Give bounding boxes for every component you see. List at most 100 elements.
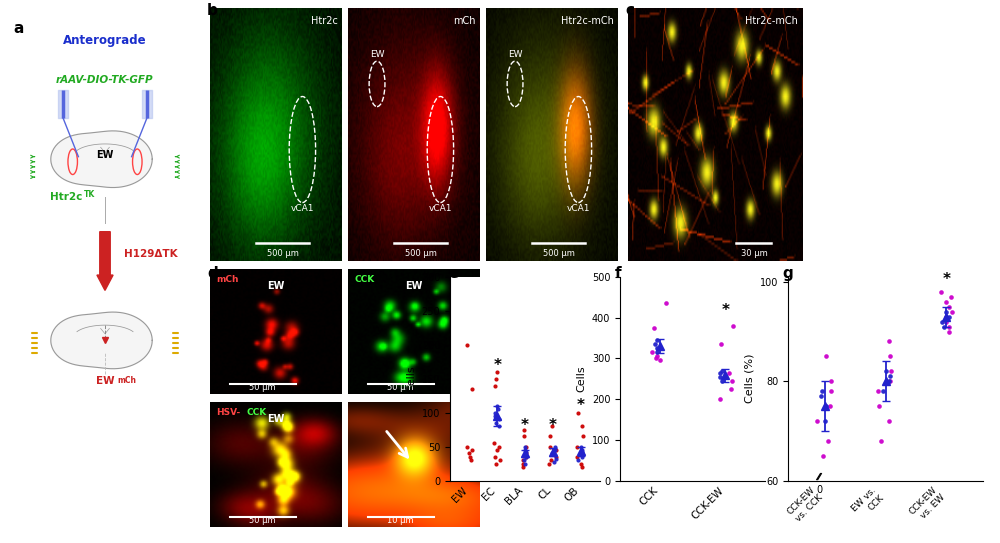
- Point: [714, 366, 730, 375]
- Text: 0: 0: [816, 484, 822, 495]
- FancyArrow shape: [97, 232, 113, 291]
- Text: 30 μm: 30 μm: [741, 249, 767, 258]
- Text: CCK: CCK: [247, 408, 267, 417]
- Point: [517, 442, 533, 451]
- Point: [518, 452, 534, 461]
- Point: [574, 452, 590, 461]
- Point: [488, 419, 504, 427]
- Text: vCA1: vCA1: [429, 204, 452, 213]
- Point: [573, 442, 589, 451]
- Point: [517, 446, 533, 454]
- Text: 500 μm: 500 μm: [405, 249, 437, 258]
- Point: [516, 432, 532, 441]
- Point: [723, 384, 739, 393]
- Point: [649, 336, 665, 344]
- Point: [570, 456, 586, 464]
- Point: [814, 387, 830, 395]
- Point: [882, 372, 898, 381]
- Point: [491, 422, 507, 431]
- Text: 50 μm: 50 μm: [249, 383, 276, 393]
- Text: mCh: mCh: [117, 376, 136, 385]
- Point: [809, 416, 825, 425]
- Y-axis label: Cells: Cells: [576, 365, 586, 392]
- Point: [875, 387, 891, 395]
- Text: Htr2c: Htr2c: [311, 16, 338, 26]
- Point: [490, 405, 506, 414]
- Text: c: c: [625, 3, 634, 18]
- Point: [459, 442, 475, 451]
- Polygon shape: [51, 131, 152, 187]
- Point: [548, 446, 564, 454]
- Point: [658, 299, 674, 308]
- Point: [646, 324, 662, 332]
- Point: [938, 298, 954, 306]
- Point: [882, 352, 898, 361]
- Point: [871, 402, 887, 411]
- Point: [823, 377, 839, 386]
- Point: [491, 415, 507, 424]
- Point: [941, 312, 957, 321]
- Point: [647, 340, 663, 349]
- Text: Htr2c: Htr2c: [50, 192, 82, 202]
- Point: [517, 459, 533, 468]
- Y-axis label: Cells (%): Cells (%): [744, 354, 754, 403]
- Point: [491, 442, 507, 451]
- Point: [873, 437, 889, 445]
- Point: [881, 416, 897, 425]
- Point: [938, 317, 954, 326]
- Text: *: *: [942, 272, 950, 287]
- Point: [574, 447, 590, 456]
- Point: [648, 354, 664, 363]
- Point: [569, 442, 585, 451]
- Text: 50 μm: 50 μm: [387, 383, 414, 393]
- Text: *: *: [577, 399, 585, 413]
- Text: EW: EW: [508, 49, 522, 59]
- Point: [547, 442, 563, 451]
- Text: vCA1: vCA1: [567, 204, 590, 213]
- Text: a: a: [14, 21, 24, 36]
- Point: [823, 387, 839, 395]
- Point: [518, 442, 534, 451]
- Text: HSV-: HSV-: [217, 408, 241, 417]
- Point: [724, 376, 740, 385]
- Text: EW: EW: [370, 49, 384, 59]
- Point: [488, 375, 504, 383]
- Point: [938, 312, 954, 321]
- Point: [547, 450, 563, 459]
- Point: [518, 449, 534, 458]
- Point: [515, 463, 531, 471]
- Point: [941, 327, 957, 336]
- Text: Htr2c-mCh: Htr2c-mCh: [561, 16, 614, 26]
- Point: [547, 446, 563, 454]
- Text: EW: EW: [96, 150, 114, 160]
- Point: [649, 348, 665, 357]
- Text: 500 μm: 500 μm: [267, 249, 299, 258]
- Point: [943, 293, 959, 301]
- Text: g: g: [782, 266, 793, 281]
- Text: d: d: [207, 266, 218, 281]
- Point: [570, 408, 586, 417]
- Point: [487, 408, 503, 417]
- Text: vCA1: vCA1: [291, 204, 314, 213]
- Point: [544, 422, 560, 431]
- Text: mCh: mCh: [217, 275, 239, 284]
- Text: EW: EW: [267, 414, 285, 424]
- Point: [459, 340, 475, 349]
- Point: [938, 307, 954, 316]
- Point: [817, 416, 833, 425]
- Point: [573, 449, 589, 458]
- Point: [941, 302, 957, 311]
- Text: 500 μm: 500 μm: [543, 249, 575, 258]
- Point: [652, 356, 668, 365]
- Point: [486, 439, 502, 447]
- Text: CCK: CCK: [355, 275, 375, 284]
- Text: 50 μm: 50 μm: [249, 516, 276, 526]
- Point: [541, 459, 557, 468]
- Text: EW: EW: [96, 376, 114, 386]
- Point: [822, 402, 838, 411]
- Point: [881, 377, 897, 386]
- Point: [712, 368, 728, 377]
- Point: [462, 452, 478, 461]
- Point: [487, 381, 503, 390]
- Text: 10 μm: 10 μm: [387, 516, 414, 526]
